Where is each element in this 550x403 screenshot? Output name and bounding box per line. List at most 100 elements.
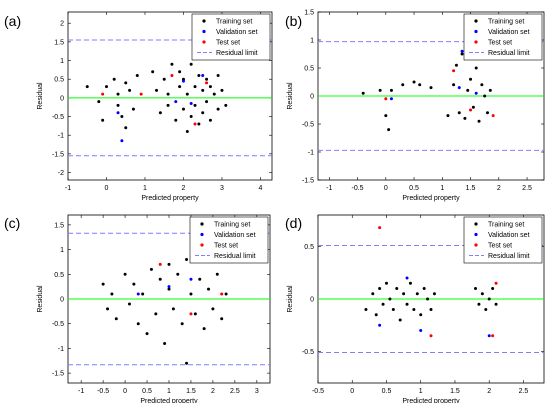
- data-point: [212, 92, 216, 96]
- legend-swatch: [474, 40, 478, 44]
- legend-swatch: [474, 29, 478, 34]
- data-point: [170, 73, 174, 77]
- legend-label: Test set: [488, 243, 512, 250]
- data-point: [110, 292, 114, 296]
- data-point: [401, 83, 405, 87]
- data-point: [494, 281, 498, 285]
- legend-label: Training set: [488, 19, 524, 26]
- x-tick-label: 1: [167, 388, 171, 395]
- data-point: [405, 276, 409, 280]
- y-tick-label: 1.5: [54, 39, 64, 46]
- x-tick-label: 0: [123, 388, 127, 395]
- x-tick-label: 2.5: [230, 388, 240, 395]
- data-point: [201, 73, 205, 77]
- x-axis-label: Predicted property: [402, 195, 460, 202]
- data-point: [487, 334, 491, 338]
- data-point: [474, 287, 478, 290]
- data-point: [220, 292, 224, 296]
- y-tick-label: 0: [60, 297, 64, 304]
- data-point: [167, 285, 171, 289]
- data-point: [158, 277, 162, 281]
- legend-swatch: [200, 243, 204, 247]
- data-point: [193, 122, 197, 126]
- data-point: [446, 114, 450, 118]
- y-tick-label: 1.5: [54, 222, 64, 229]
- y-tick-label: -0.5: [302, 122, 314, 129]
- data-point: [189, 62, 193, 66]
- data-point: [389, 88, 393, 92]
- legend-label: Training set: [488, 222, 524, 229]
- data-point: [120, 139, 124, 143]
- legend-swatch: [200, 232, 204, 237]
- data-point: [167, 287, 171, 291]
- data-point: [101, 282, 105, 286]
- legend-label: Validation set: [214, 232, 256, 239]
- legend-label: Test set: [216, 40, 240, 47]
- chart-panel-2: (b) -1 -0.5 0 0.5 1 1.5 2 2.5 -1.5 -1 -0.5 0 0.5 1 1.5 P…: [285, 10, 545, 202]
- y-tick-label: -1.5: [52, 151, 64, 158]
- data-point: [474, 66, 478, 70]
- data-point: [224, 103, 228, 107]
- x-tick-label: 0: [384, 185, 388, 192]
- data-point: [189, 115, 193, 119]
- data-point: [480, 83, 484, 87]
- data-point: [136, 292, 140, 296]
- legend-label: Residual limit: [488, 50, 530, 57]
- data-point: [189, 292, 193, 296]
- chart-panel-1: (a) -1 0 1 2 3 4 -2 -1.5 -1 -0.5 0 0.5 1 1.5 2 Predicted…: [4, 11, 273, 202]
- x-tick-label: 0: [105, 185, 109, 192]
- data-point: [112, 77, 116, 81]
- data-point: [198, 277, 202, 281]
- legend-swatch: [200, 222, 204, 226]
- data-point: [124, 126, 128, 130]
- y-tick-label: 0: [310, 297, 314, 304]
- y-tick-label: 0.5: [304, 66, 314, 73]
- y-tick-label: -0.5: [52, 114, 64, 121]
- data-point: [208, 85, 212, 89]
- data-point: [180, 322, 184, 326]
- data-point: [491, 114, 495, 118]
- data-point: [486, 111, 489, 115]
- data-point: [207, 287, 211, 291]
- legend-label: Residual limit: [488, 253, 530, 260]
- legend-label: Validation set: [488, 29, 530, 36]
- data-point: [474, 91, 478, 95]
- x-tick-label: 0.5: [382, 388, 392, 395]
- data-point: [185, 361, 189, 365]
- data-point: [202, 327, 206, 331]
- data-point: [398, 318, 402, 322]
- y-tick-label: -1.5: [52, 371, 64, 378]
- x-axis-label: Predicted property: [402, 398, 460, 403]
- data-point: [388, 297, 392, 301]
- legend-label: Residual limit: [216, 50, 258, 57]
- data-point: [170, 62, 174, 66]
- data-point: [452, 69, 456, 73]
- data-point: [429, 308, 433, 311]
- y-tick-label: 0: [60, 95, 64, 102]
- data-point: [374, 313, 378, 317]
- data-point: [205, 77, 209, 81]
- x-tick-label: -1: [65, 185, 71, 192]
- data-point: [85, 85, 89, 89]
- x-tick-label: -1: [326, 185, 332, 192]
- data-point: [151, 70, 155, 74]
- data-point: [429, 334, 433, 338]
- data-point: [452, 83, 456, 87]
- data-point: [402, 292, 406, 296]
- x-tick-label: 2: [211, 388, 215, 395]
- y-axis-label: Residual: [37, 82, 44, 110]
- x-tick-label: -0.5: [312, 388, 324, 395]
- x-tick-label: 2.5: [519, 388, 529, 395]
- data-point: [378, 323, 382, 327]
- data-point: [477, 302, 481, 306]
- data-point: [158, 262, 162, 266]
- y-tick-label: 0.5: [54, 77, 64, 84]
- data-point: [171, 307, 175, 311]
- data-point: [471, 105, 475, 109]
- data-point: [215, 272, 219, 276]
- x-axis-label: Predicted property: [141, 195, 199, 202]
- panel-label: (d): [285, 215, 302, 231]
- chart-panel-4: (d) -0.5 0 0.5 1 1.5 2 2.5 -0.5 0 0.5 Predicted pro…: [285, 214, 545, 403]
- data-point: [189, 277, 193, 281]
- x-tick-label: 1: [419, 388, 423, 395]
